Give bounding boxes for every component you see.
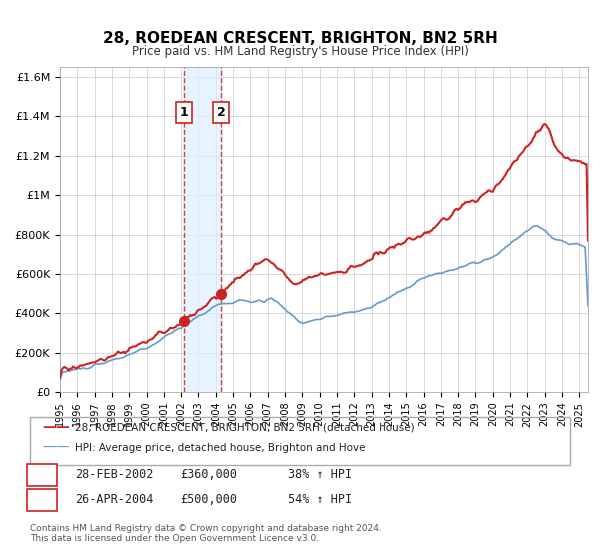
Text: 28, ROEDEAN CRESCENT, BRIGHTON, BN2 5RH (detached house): 28, ROEDEAN CRESCENT, BRIGHTON, BN2 5RH … — [75, 422, 415, 432]
Text: 1: 1 — [179, 106, 188, 119]
Text: £360,000: £360,000 — [180, 468, 237, 481]
Text: Contains HM Land Registry data © Crown copyright and database right 2024.
This d: Contains HM Land Registry data © Crown c… — [30, 524, 382, 543]
Text: 2: 2 — [38, 493, 46, 506]
Bar — [184, 67, 221, 392]
Text: HPI: Average price, detached house, Brighton and Hove: HPI: Average price, detached house, Brig… — [75, 443, 365, 453]
Text: £500,000: £500,000 — [180, 493, 237, 506]
Text: 2: 2 — [217, 106, 226, 119]
Text: 28-FEB-2002: 28-FEB-2002 — [75, 468, 154, 481]
Text: ——: —— — [42, 420, 70, 435]
Text: 38% ↑ HPI: 38% ↑ HPI — [288, 468, 352, 481]
Text: ——: —— — [42, 441, 70, 455]
Text: 26-APR-2004: 26-APR-2004 — [75, 493, 154, 506]
Text: 1: 1 — [38, 468, 46, 481]
Text: 28, ROEDEAN CRESCENT, BRIGHTON, BN2 5RH: 28, ROEDEAN CRESCENT, BRIGHTON, BN2 5RH — [103, 31, 497, 46]
Text: Price paid vs. HM Land Registry's House Price Index (HPI): Price paid vs. HM Land Registry's House … — [131, 45, 469, 58]
Text: 54% ↑ HPI: 54% ↑ HPI — [288, 493, 352, 506]
